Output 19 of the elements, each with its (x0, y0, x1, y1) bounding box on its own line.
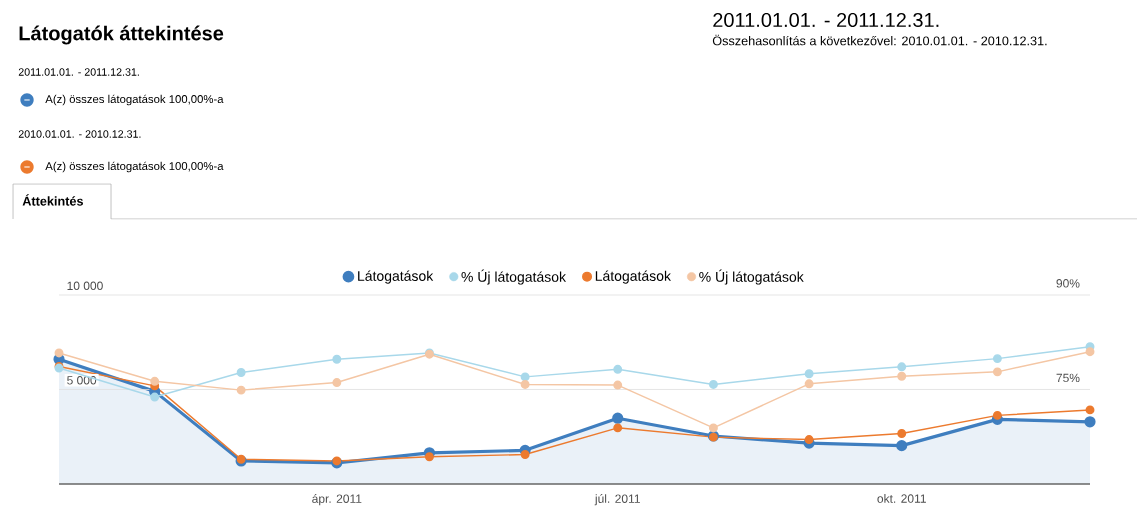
text: A(z) összes látogatások 100,00%-a (45, 94, 224, 106)
text: 2011.01.01. - 2011.12.31. (18, 68, 139, 76)
legend-label: Látogatások (595, 270, 671, 284)
x-tick-label: júl. 2011 (594, 494, 640, 506)
x-tick-label: ápr. 2011 (312, 494, 362, 506)
text: Áttekintés (22, 194, 83, 206)
text: Összehasonlítás a következővel: 2010.01.01. - 2010.12.31. (712, 34, 1047, 46)
text: A(z) összes látogatások 100,00%-a (45, 161, 224, 173)
y2-tick-label: 75% (1056, 373, 1080, 383)
text: 2010.01.01. - 2010.12.31. (18, 130, 141, 138)
chart-title: Látogatók áttekintése (19, 25, 224, 45)
legend-label: % Új látogatások (461, 269, 567, 285)
chart-subtitle: 2011.01.01. - 2011.12.31. (713, 12, 939, 28)
legend-label: % Új látogatások (699, 269, 804, 285)
y-tick-label: 5 000 (67, 376, 97, 385)
x-tick-label: okt. 2011 (877, 494, 926, 503)
legend-label: Látogatások (358, 270, 434, 284)
y2-tick-label: 90% (1056, 279, 1080, 288)
y-tick-label: 10 000 (67, 281, 103, 291)
